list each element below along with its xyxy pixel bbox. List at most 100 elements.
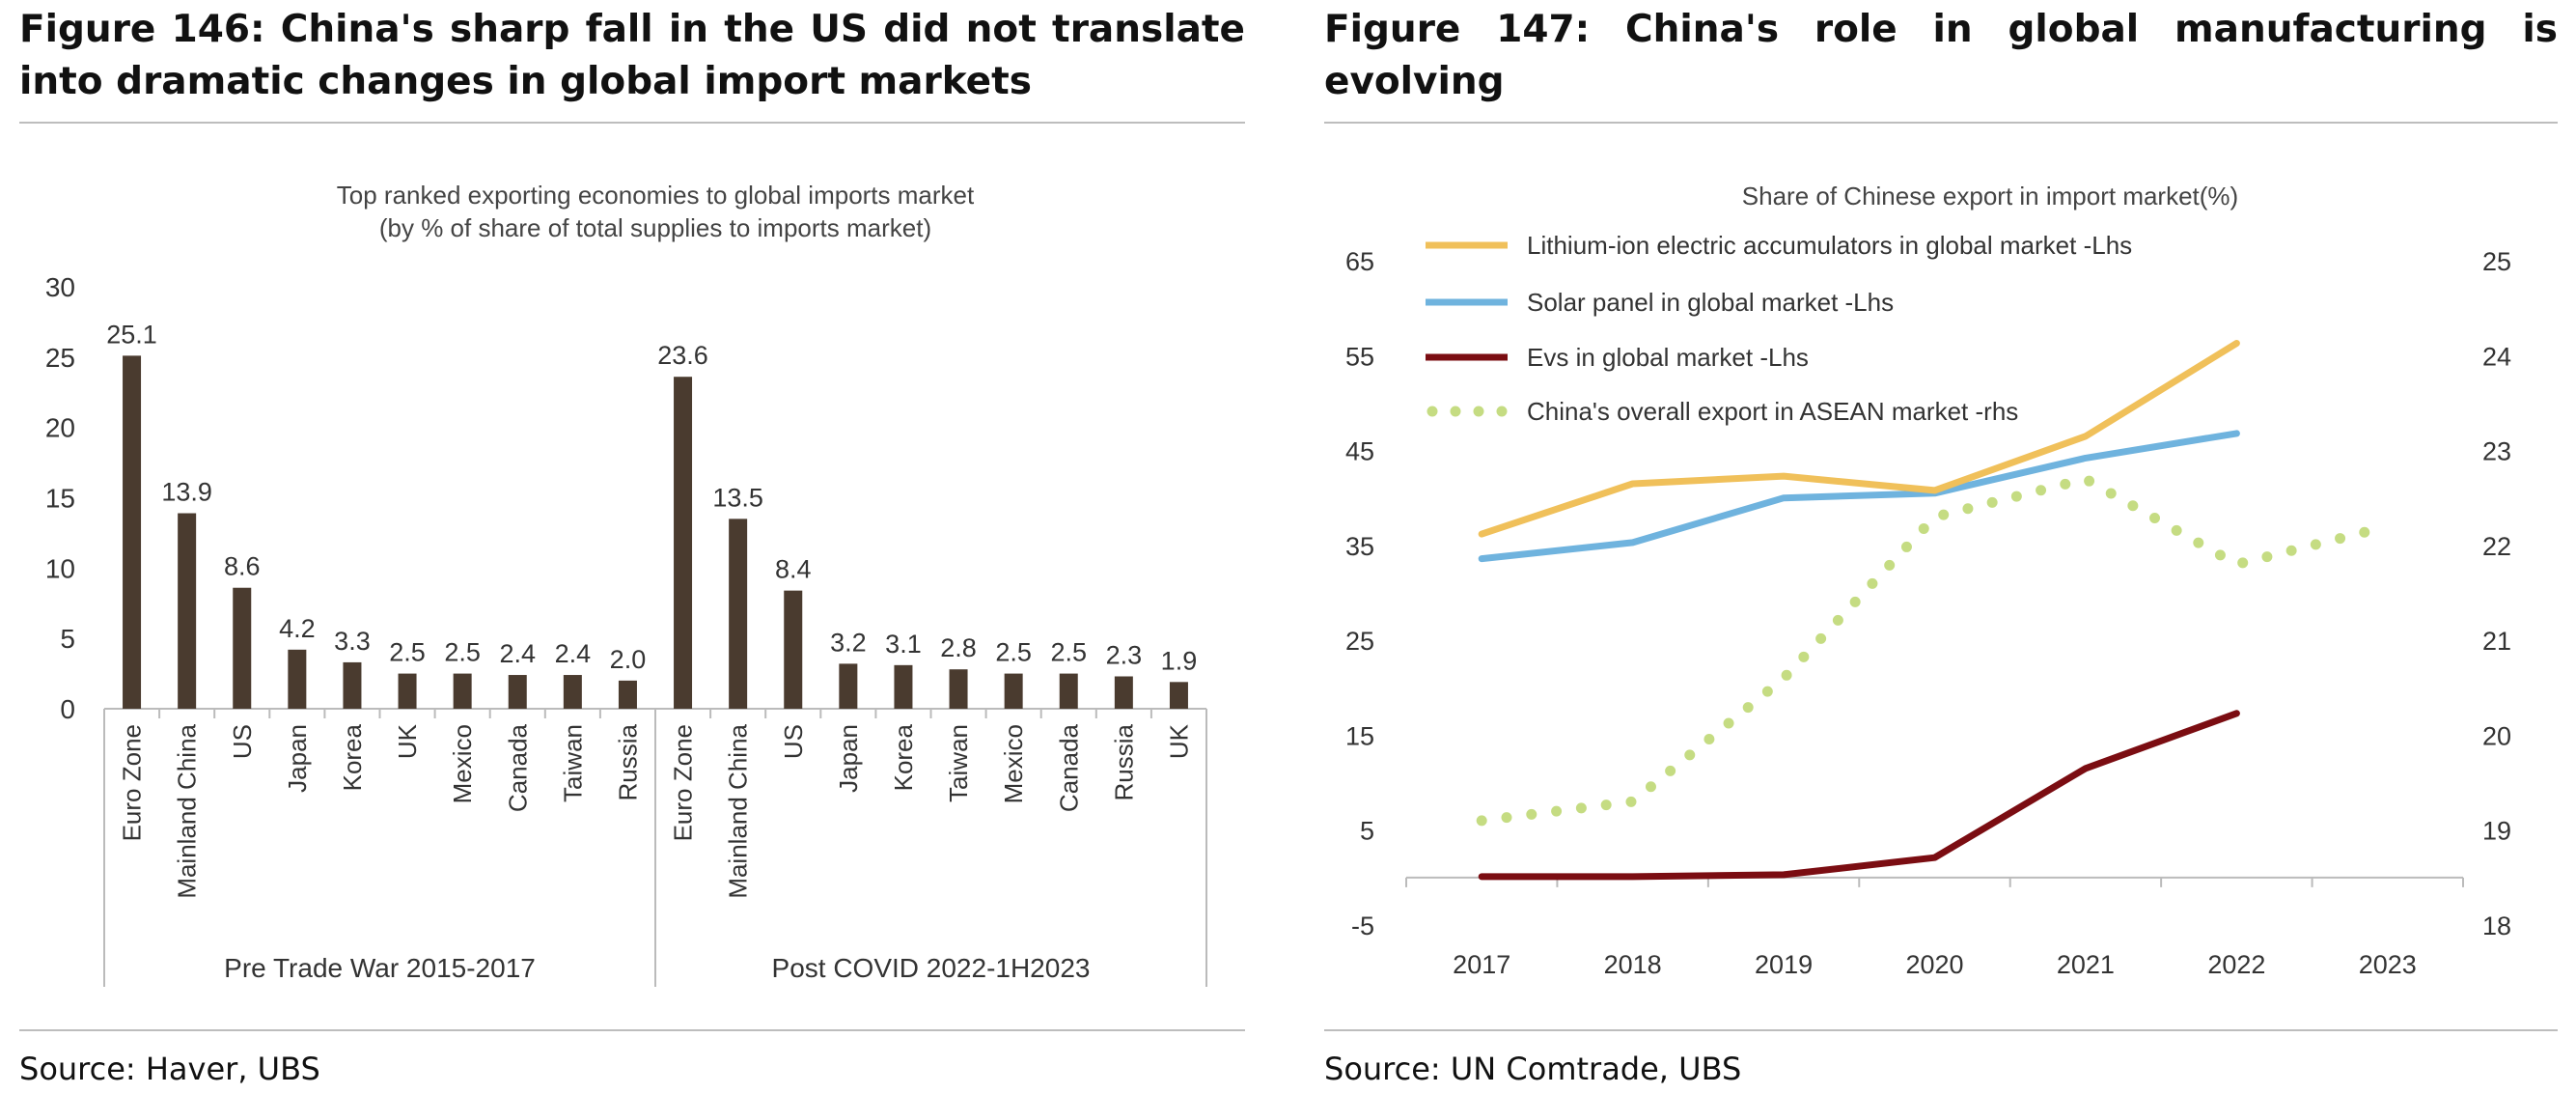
legend-label: China's overall export in ASEAN market -… — [1527, 397, 2018, 426]
x-tick-label: 2020 — [1905, 950, 1963, 979]
bar — [343, 661, 362, 709]
bar — [178, 513, 197, 709]
y-left-tick-label: 25 — [1345, 627, 1374, 656]
bar-value-label: 13.9 — [161, 478, 212, 507]
bar — [453, 673, 472, 709]
y-right-tick-label: 19 — [2482, 817, 2511, 846]
bar-value-label: 4.2 — [279, 614, 316, 643]
bar — [618, 680, 637, 709]
x-tick-label: 2018 — [1604, 950, 1662, 979]
bar — [894, 664, 913, 709]
x-tick-label: Korea — [889, 723, 918, 791]
y-right-tick-label: 24 — [2482, 342, 2511, 371]
x-tick-label: Russia — [1109, 723, 1138, 800]
x-tick-label: 2019 — [1755, 950, 1813, 979]
x-tick-label: Russia — [613, 723, 642, 800]
figure-146-panel: Figure 146: China's sharp fall in the US… — [19, 0, 1245, 1094]
bar-value-label: 2.5 — [995, 638, 1032, 667]
x-tick-label: Taiwan — [558, 724, 587, 802]
y-tick-label: 20 — [45, 413, 75, 443]
bar — [729, 519, 748, 709]
chart-subtitle: (by % of share of total supplies to impo… — [379, 213, 931, 242]
bar-value-label: 2.8 — [940, 633, 977, 662]
bar-value-label: 25.1 — [106, 320, 157, 349]
y-right-tick-label: 20 — [2482, 721, 2511, 750]
x-tick-label: Canada — [503, 723, 532, 812]
y-left-tick-label: 55 — [1345, 342, 1374, 371]
y-left-tick-label: 65 — [1345, 247, 1374, 276]
bar-value-label: 23.6 — [657, 341, 708, 370]
series-line — [1478, 340, 2240, 538]
chart-title: Top ranked exporting economies to global… — [337, 181, 975, 210]
x-tick-label: Mainland China — [724, 723, 753, 898]
x-tick-label: Mexico — [999, 724, 1028, 803]
x-tick-label: US — [779, 724, 808, 759]
bar-value-label: 8.6 — [224, 552, 261, 581]
figure-147-panel: Figure 147: China's role in global manuf… — [1324, 0, 2558, 1094]
bar — [839, 663, 858, 709]
bar — [1114, 676, 1133, 709]
series-line — [1476, 473, 2394, 827]
y-left-tick-label: -5 — [1351, 912, 1374, 940]
y-tick-label: 10 — [45, 553, 75, 583]
y-tick-label: 15 — [45, 484, 75, 514]
legend-label: Solar panel in global market -Lhs — [1527, 288, 1894, 317]
bar — [674, 377, 693, 709]
x-tick-label: Euro Zone — [669, 724, 698, 841]
bar — [233, 587, 252, 709]
bar-value-label: 2.4 — [499, 639, 536, 668]
chart-title: Share of Chinese export in import market… — [1742, 182, 2238, 210]
x-tick-label: 2023 — [2359, 950, 2417, 979]
figure-146-title: Figure 146: China's sharp fall in the US… — [19, 8, 1245, 103]
x-tick-label: 2022 — [2207, 950, 2265, 979]
series-line — [1478, 430, 2240, 563]
x-tick-label: Japan — [283, 724, 312, 793]
x-tick-label: Taiwan — [944, 724, 973, 802]
bar-chart: Top ranked exporting economies to global… — [45, 181, 1207, 987]
bar — [563, 675, 582, 709]
y-left-tick-label: 35 — [1345, 532, 1374, 561]
bar — [288, 649, 307, 709]
bar — [1059, 673, 1078, 709]
figure-146-source: Source: Haver, UBS — [19, 1051, 320, 1087]
line-chart: Share of Chinese export in import market… — [1345, 182, 2511, 979]
x-tick-label: Canada — [1054, 723, 1083, 812]
legend-label: Evs in global market -Lhs — [1527, 343, 1809, 372]
y-left-tick-label: 45 — [1345, 437, 1374, 466]
bar — [508, 675, 527, 709]
y-right-tick-label: 22 — [2482, 532, 2511, 561]
legend-label: Lithium-ion electric accumulators in glo… — [1527, 231, 2132, 260]
y-tick-label: 30 — [45, 272, 75, 302]
bar — [1169, 682, 1188, 709]
x-tick-label: Mainland China — [173, 723, 202, 898]
bar-value-label: 2.0 — [610, 645, 647, 674]
x-tick-label: 2021 — [2057, 950, 2115, 979]
bar — [398, 673, 417, 709]
source-divider — [19, 1029, 1245, 1031]
bar — [1004, 673, 1023, 709]
y-tick-label: 5 — [60, 624, 75, 654]
bar-value-label: 3.2 — [830, 628, 867, 657]
y-right-tick-label: 18 — [2482, 912, 2511, 940]
x-tick-label: Euro Zone — [118, 724, 147, 841]
y-right-tick-label: 23 — [2482, 437, 2511, 466]
series-line — [1478, 710, 2240, 881]
bar — [949, 669, 968, 709]
bar-value-label: 13.5 — [712, 483, 763, 512]
figure-147-title: Figure 147: China's role in global manuf… — [1324, 8, 2558, 103]
bar-value-label: 2.4 — [555, 639, 592, 668]
x-tick-label: US — [228, 724, 257, 759]
y-tick-label: 25 — [45, 343, 75, 373]
x-tick-label: Mexico — [448, 724, 477, 803]
bar-value-label: 8.4 — [775, 555, 812, 584]
bar — [784, 590, 803, 709]
y-right-tick-label: 21 — [2482, 627, 2511, 656]
y-left-tick-label: 15 — [1345, 721, 1374, 750]
bar-value-label: 2.5 — [389, 638, 426, 667]
bar-value-label: 2.5 — [1050, 638, 1087, 667]
x-tick-label: Japan — [834, 724, 863, 793]
y-tick-label: 0 — [60, 694, 75, 724]
x-tick-label: 2017 — [1453, 950, 1510, 979]
y-left-tick-label: 5 — [1360, 817, 1374, 846]
x-tick-label: UK — [393, 723, 422, 759]
